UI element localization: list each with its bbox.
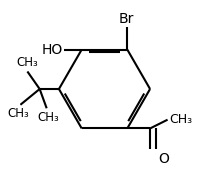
Text: Br: Br [119, 12, 134, 26]
Text: CH₃: CH₃ [169, 113, 192, 126]
Text: O: O [159, 152, 169, 166]
Text: HO: HO [41, 43, 62, 57]
Text: CH₃: CH₃ [8, 107, 30, 120]
Text: CH₃: CH₃ [16, 56, 38, 69]
Text: CH₃: CH₃ [38, 111, 59, 124]
